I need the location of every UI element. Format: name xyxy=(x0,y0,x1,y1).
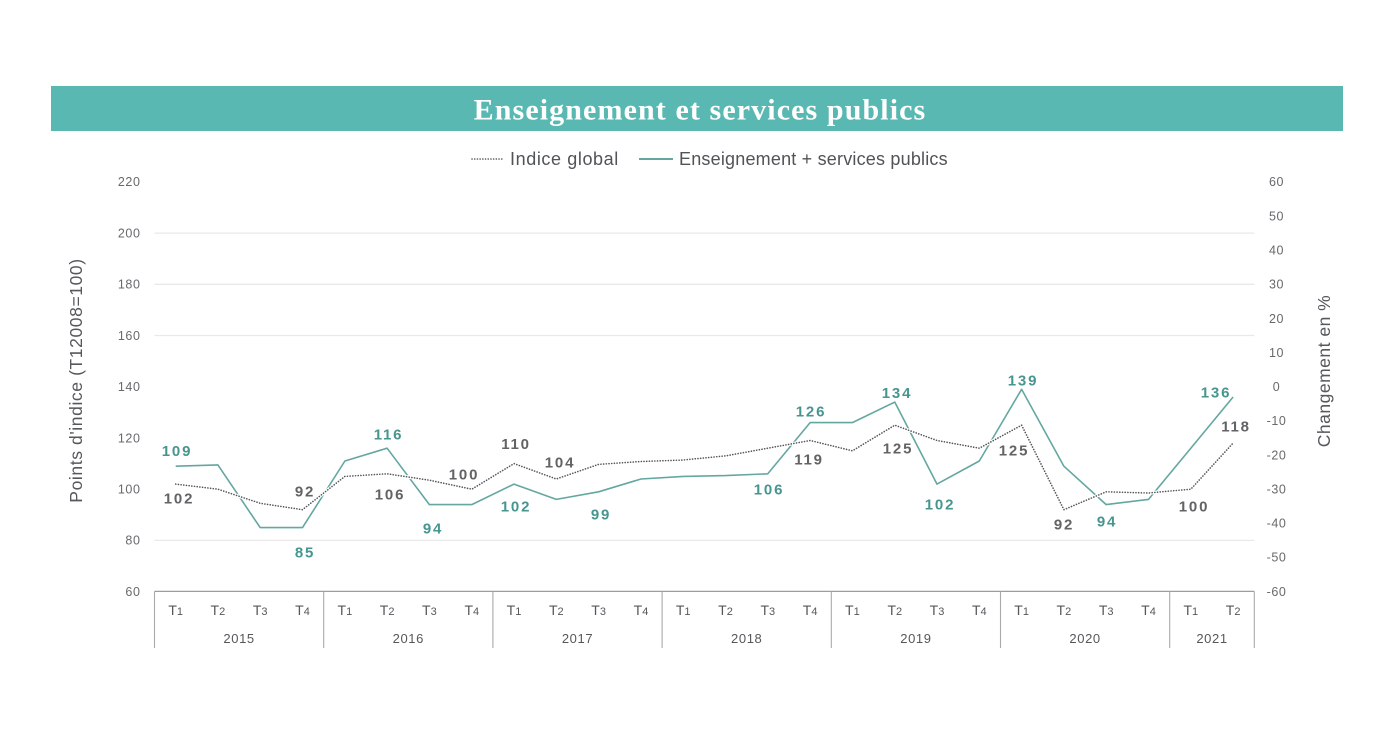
svg-text:2015: 2015 xyxy=(223,631,254,646)
svg-text:10: 10 xyxy=(1269,346,1284,360)
svg-text:-20: -20 xyxy=(1267,448,1287,462)
svg-text:2018: 2018 xyxy=(731,631,762,646)
svg-text:T4: T4 xyxy=(972,602,987,618)
svg-text:126: 126 xyxy=(796,403,826,420)
svg-text:T1: T1 xyxy=(845,602,860,618)
svg-text:94: 94 xyxy=(1097,513,1117,530)
svg-text:125: 125 xyxy=(999,442,1029,459)
svg-text:100: 100 xyxy=(118,483,141,497)
svg-text:116: 116 xyxy=(374,426,404,443)
svg-text:110: 110 xyxy=(501,436,531,453)
svg-text:220: 220 xyxy=(118,175,141,189)
svg-text:100: 100 xyxy=(449,466,479,483)
svg-text:60: 60 xyxy=(125,585,140,599)
svg-text:2020: 2020 xyxy=(1069,631,1100,646)
svg-text:30: 30 xyxy=(1269,278,1284,292)
svg-text:T2: T2 xyxy=(1226,602,1241,618)
svg-text:102: 102 xyxy=(164,490,194,507)
svg-text:2019: 2019 xyxy=(900,631,931,646)
svg-text:102: 102 xyxy=(501,498,531,515)
svg-text:T1: T1 xyxy=(168,602,183,618)
svg-text:T1: T1 xyxy=(1014,602,1029,618)
svg-text:T3: T3 xyxy=(591,602,606,618)
svg-text:T4: T4 xyxy=(634,602,649,618)
svg-text:Points d'indice (T12008=100): Points d'indice (T12008=100) xyxy=(66,258,86,502)
svg-text:T2: T2 xyxy=(211,602,226,618)
svg-text:T2: T2 xyxy=(1057,602,1072,618)
svg-text:2017: 2017 xyxy=(562,631,593,646)
svg-text:2016: 2016 xyxy=(393,631,424,646)
svg-text:109: 109 xyxy=(162,443,192,460)
svg-text:40: 40 xyxy=(1269,244,1284,258)
svg-text:104: 104 xyxy=(545,454,575,471)
svg-text:Indice global: Indice global xyxy=(510,149,619,169)
svg-text:85: 85 xyxy=(295,544,315,561)
svg-text:-40: -40 xyxy=(1267,517,1287,531)
svg-text:50: 50 xyxy=(1269,209,1284,223)
svg-text:T2: T2 xyxy=(718,602,733,618)
svg-text:92: 92 xyxy=(1054,516,1074,533)
svg-text:200: 200 xyxy=(118,226,141,240)
svg-text:99: 99 xyxy=(591,506,611,523)
svg-text:120: 120 xyxy=(118,431,141,445)
svg-text:Enseignement et services publi: Enseignement et services publics xyxy=(474,94,927,127)
svg-text:20: 20 xyxy=(1269,312,1284,326)
svg-text:102: 102 xyxy=(925,496,955,513)
svg-text:T1: T1 xyxy=(507,602,522,618)
svg-text:180: 180 xyxy=(118,278,141,292)
svg-text:140: 140 xyxy=(118,380,141,394)
svg-text:-60: -60 xyxy=(1267,585,1287,599)
svg-text:100: 100 xyxy=(1179,498,1209,515)
svg-text:134: 134 xyxy=(882,385,912,402)
svg-text:Enseignement + services public: Enseignement + services publics xyxy=(679,149,948,169)
svg-text:-50: -50 xyxy=(1267,551,1287,565)
svg-text:T4: T4 xyxy=(295,602,310,618)
svg-text:T1: T1 xyxy=(1183,602,1198,618)
svg-text:125: 125 xyxy=(883,440,913,457)
svg-text:T2: T2 xyxy=(887,602,902,618)
svg-text:T2: T2 xyxy=(549,602,564,618)
svg-text:T4: T4 xyxy=(803,602,818,618)
svg-text:160: 160 xyxy=(118,329,141,343)
svg-text:T1: T1 xyxy=(676,602,691,618)
svg-text:119: 119 xyxy=(794,451,824,468)
svg-text:T3: T3 xyxy=(930,602,945,618)
svg-text:Changement en %: Changement en % xyxy=(1314,295,1334,447)
svg-text:T3: T3 xyxy=(253,602,268,618)
svg-text:0: 0 xyxy=(1273,380,1281,394)
svg-text:106: 106 xyxy=(375,486,405,503)
svg-text:-10: -10 xyxy=(1267,414,1287,428)
svg-text:T2: T2 xyxy=(380,602,395,618)
svg-text:139: 139 xyxy=(1008,372,1038,389)
svg-text:T1: T1 xyxy=(338,602,353,618)
svg-text:T4: T4 xyxy=(464,602,479,618)
svg-text:94: 94 xyxy=(423,520,443,537)
svg-text:T3: T3 xyxy=(760,602,775,618)
svg-text:136: 136 xyxy=(1201,384,1231,401)
svg-text:118: 118 xyxy=(1221,418,1251,435)
svg-text:-30: -30 xyxy=(1267,483,1287,497)
svg-text:80: 80 xyxy=(125,534,140,548)
svg-text:92: 92 xyxy=(295,483,315,500)
svg-text:T3: T3 xyxy=(422,602,437,618)
svg-text:T3: T3 xyxy=(1099,602,1114,618)
svg-text:60: 60 xyxy=(1269,175,1284,189)
svg-text:T4: T4 xyxy=(1141,602,1156,618)
svg-text:2021: 2021 xyxy=(1196,631,1227,646)
svg-text:106: 106 xyxy=(754,481,784,498)
